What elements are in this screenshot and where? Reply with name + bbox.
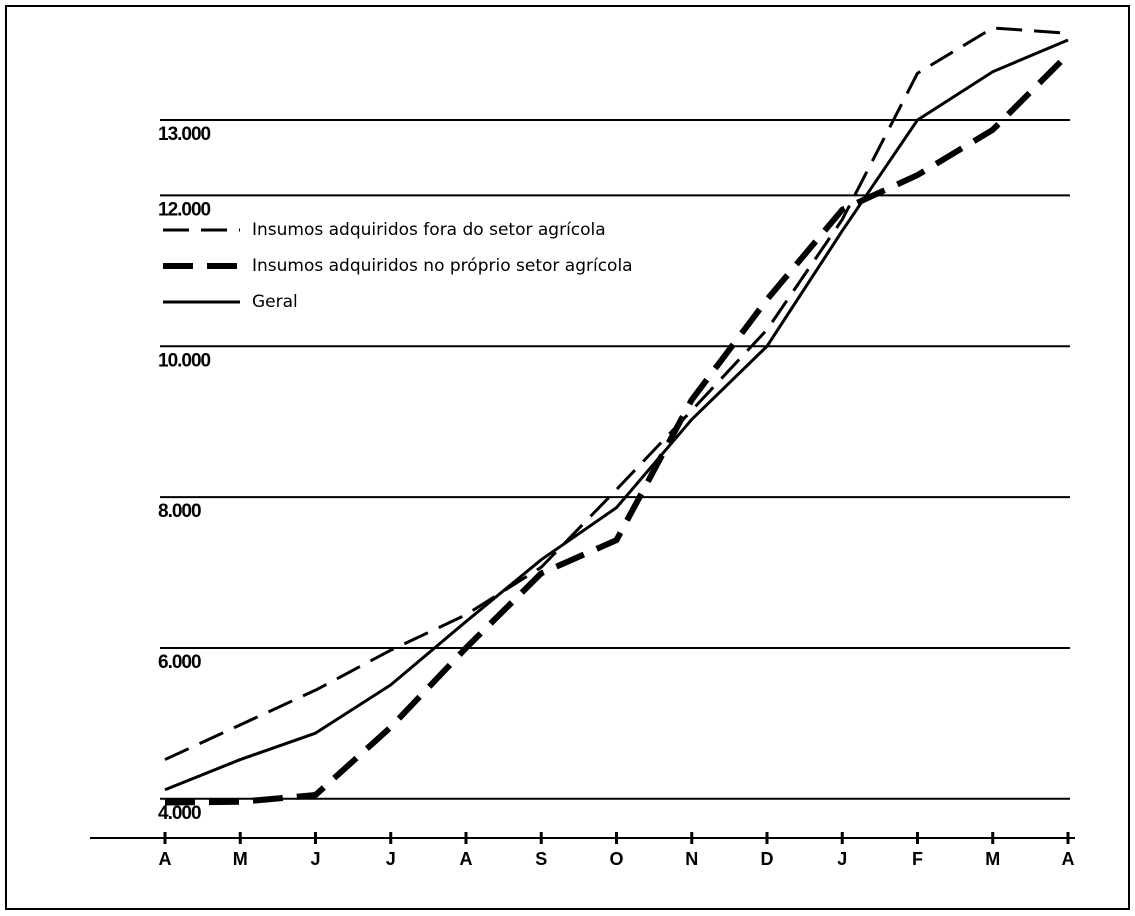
series-line	[164, 38, 1069, 792]
y-tick-label: 13.000	[158, 124, 211, 145]
y-tick-label: 12.000	[158, 199, 211, 220]
legend-label: Geral	[252, 292, 298, 312]
x-tick-label: A	[460, 849, 473, 869]
x-tick-label: M	[233, 849, 248, 869]
x-tick-label: J	[837, 849, 847, 869]
x-tick-label: A	[159, 849, 172, 869]
x-tick-label: S	[535, 849, 547, 869]
x-tick-label: N	[685, 849, 698, 869]
y-tick-label: 6.000	[158, 652, 201, 673]
x-tick-label: O	[609, 849, 623, 869]
y-tick-label: 4.000	[158, 803, 201, 824]
y-tick-label: 10.000	[158, 350, 211, 371]
x-tick-label: D	[761, 849, 774, 869]
x-tick-label: J	[386, 849, 396, 869]
legend-label: Insumos adquiridos no próprio setor agrí…	[252, 256, 633, 276]
legend-label: Insumos adquiridos fora do setor agrícol…	[252, 220, 606, 240]
x-tick-label: F	[912, 849, 923, 869]
y-tick-label: 8.000	[158, 501, 201, 522]
series-line	[164, 26, 1069, 761]
series-line	[164, 52, 1071, 806]
frame	[5, 5, 1130, 910]
x-tick-label: M	[985, 849, 1000, 869]
x-tick-label: A	[1062, 849, 1075, 869]
x-tick-label: J	[310, 849, 320, 869]
